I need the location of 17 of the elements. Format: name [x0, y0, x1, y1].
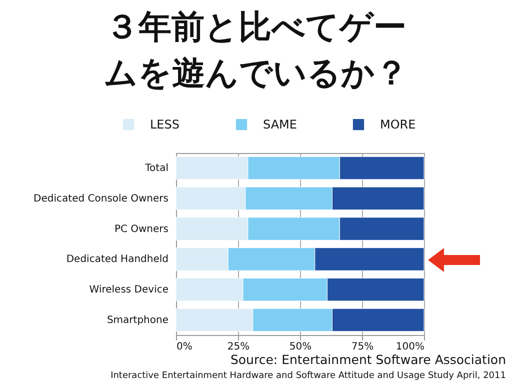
- chart-title: ３年前と比べてゲームを遊んでいるか？: [103, 6, 409, 94]
- x-tick-label: 50%: [289, 342, 312, 352]
- legend-label: LESS: [150, 118, 180, 132]
- y-tick-label: PC Owners: [114, 224, 168, 235]
- x-tick-label: 75%: [351, 342, 374, 352]
- x-tick-label: 25%: [227, 342, 250, 352]
- y-tick-label: Smartphone: [106, 314, 168, 326]
- legend-label: SAME: [263, 118, 297, 132]
- y-tick-label: Dedicated Handheld: [66, 254, 168, 266]
- legend-label: MORE: [380, 118, 416, 132]
- x-tick-label: 100%: [396, 342, 424, 352]
- y-tick-label: Dedicated Console Owners: [34, 193, 168, 204]
- x-tick-label: 0%: [176, 342, 192, 352]
- source-note: Source: Entertainment Software Association: [230, 352, 506, 367]
- y-tick-label: Wireless Device: [89, 284, 168, 296]
- text: Interactive Entertainment Hardware and Software Attitude and Usage Study April, 2011: [110, 371, 506, 381]
- y-tick-label: Total: [144, 163, 168, 174]
